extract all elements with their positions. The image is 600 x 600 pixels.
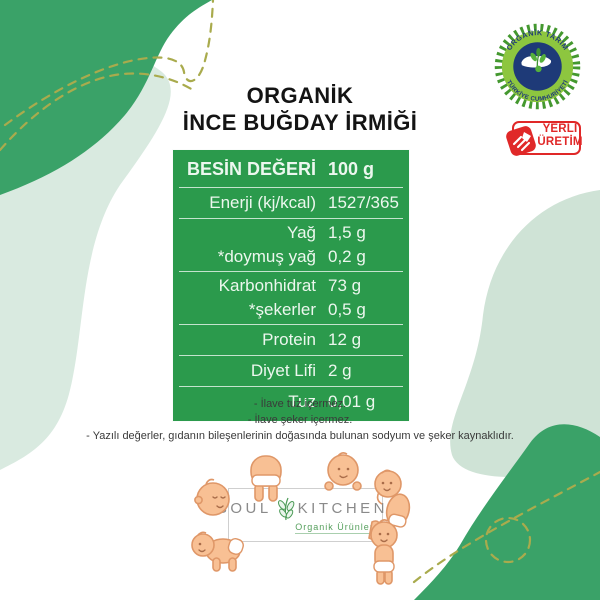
- product-title: ORGANİK İNCE BUĞDAY İRMİĞİ: [0, 82, 600, 136]
- row-value: 1,5 g: [328, 223, 366, 242]
- brand-logo-area: SOUL KITCHEN ® Organik Ürünler: [183, 446, 419, 594]
- footnote-3: - Yazılı değerler, gıdanın bileşenlerini…: [86, 430, 514, 442]
- row-value: 2 g: [328, 361, 352, 380]
- table-divider: [179, 218, 403, 219]
- diaper: [227, 538, 244, 555]
- handshake-icon: [506, 126, 536, 156]
- pale-blob-right: [450, 190, 600, 478]
- dashed-decor-lines: [0, 0, 600, 584]
- footnote-2: - İlave şeker içermez.: [247, 414, 353, 426]
- row-value: 0,5 g: [328, 300, 366, 319]
- table-row-saturated-fat: *doymuş yağ 0,2 g: [173, 245, 409, 269]
- diaper: [373, 560, 395, 573]
- row-value: 1527/365: [328, 193, 399, 212]
- product-title-line1: ORGANİK: [246, 83, 354, 108]
- row-value: 73 g: [328, 276, 362, 295]
- row-label: *doymuş yağ: [217, 247, 316, 266]
- baby-left-icon: [194, 478, 230, 516]
- row-value: 0,2 g: [328, 247, 366, 266]
- table-divider: [179, 271, 403, 272]
- baby-peeking-icon: [324, 452, 362, 491]
- table-row-carbohydrate: Karbonhidrat 73 g: [173, 274, 409, 298]
- table-divider: [179, 386, 403, 387]
- diaper: [388, 513, 407, 528]
- dashed-circle-bottom-right: [484, 516, 532, 564]
- seal-leaf-icon: [530, 47, 546, 73]
- baby-standing-icon: [368, 519, 398, 585]
- table-row-salt: Tuz 0,01 g: [173, 389, 409, 415]
- seal-starburst-edge: [494, 23, 581, 110]
- diaper: [251, 474, 281, 487]
- footnote-1: - İlave tuz içermez.: [253, 398, 347, 410]
- nutrition-header-value: 100 g: [328, 159, 375, 179]
- leaf-branch-icon: [277, 497, 295, 520]
- baby-top-icon: [250, 455, 282, 502]
- nutrition-table: BESİN DEĞERİ 100 g Enerji (kj/kcal) 1527…: [173, 150, 409, 421]
- row-value: 12 g: [328, 330, 362, 349]
- row-label: Karbonhidrat: [218, 276, 316, 295]
- yerli-uretim-text: YERLİ ÜRETİM: [537, 123, 583, 149]
- dashed-curve-bottom-right: [412, 470, 600, 584]
- yerli-uretim-badge: YERLİ ÜRETİM: [503, 117, 589, 163]
- table-divider: [179, 355, 403, 356]
- nutrition-header-row: BESİN DEĞERİ 100 g: [173, 153, 409, 185]
- green-blob-bottom-right: [414, 424, 600, 600]
- table-row-fiber: Diyet Lifi 2 g: [173, 358, 409, 384]
- table-divider: [179, 187, 403, 188]
- table-row-protein: Protein 12 g: [173, 327, 409, 353]
- brand-word-kitchen: KITCHEN: [297, 500, 389, 517]
- nutrition-header-label: BESİN DEĞERİ: [186, 159, 316, 179]
- table-divider: [179, 324, 403, 325]
- baby-right-icon: [374, 469, 411, 528]
- row-label: *şekerler: [248, 300, 316, 319]
- row-label: Enerji (kj/kcal): [209, 193, 316, 212]
- dashed-curve-top-left-a: [3, 0, 215, 127]
- table-row-fat: Yağ 1,5 g: [173, 221, 409, 245]
- organic-seal-icon: ORGANİK TARIM TÜRKİYE CUMHURİYETİ: [494, 23, 581, 110]
- brand-word-soul: SOUL: [216, 500, 272, 517]
- dashed-curve-top-left-b: [0, 72, 198, 152]
- green-blob-top-left: [0, 0, 212, 195]
- brand-tagline: Organik Ürünler: [295, 521, 374, 534]
- row-label: Yağ: [287, 223, 316, 242]
- row-label: Tuz: [288, 392, 316, 411]
- footnotes: - İlave tuz içermez. - İlave şeker içerm…: [0, 396, 600, 444]
- row-label: Protein: [262, 330, 316, 349]
- baby-crawling-icon: [191, 531, 244, 572]
- table-row-energy: Enerji (kj/kcal) 1527/365: [173, 190, 409, 216]
- row-label: Diyet Lifi: [250, 361, 316, 380]
- yerli-line1: YERLİ: [542, 123, 578, 135]
- table-row-sugars: *şekerler 0,5 g: [173, 298, 409, 322]
- row-value: 0,01 g: [328, 392, 376, 411]
- product-title-line2: İNCE BUĞDAY İRMİĞİ: [182, 110, 418, 135]
- yerli-line2: ÜRETİM: [537, 136, 583, 148]
